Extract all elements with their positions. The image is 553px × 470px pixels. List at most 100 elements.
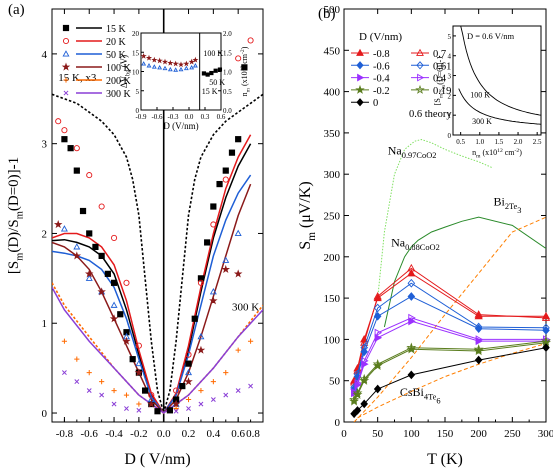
y-tick-label-b: 500 <box>324 4 341 16</box>
data-point-a <box>111 387 117 394</box>
data-point-a <box>166 407 174 414</box>
data-point-a <box>210 397 216 402</box>
data-point-a <box>61 338 68 344</box>
legend-marker-b <box>416 61 424 70</box>
inset-point-a <box>145 54 153 61</box>
data-point-a <box>210 203 217 210</box>
data-point-a <box>228 149 236 156</box>
legend-title-b: D (V/nm) <box>359 31 402 43</box>
series-b-3 <box>350 278 550 392</box>
data-point-a <box>124 406 129 411</box>
inset-y-right-label-a: nm (x1012 cm-2) <box>240 46 251 96</box>
annotation-csbi4te6: CsBi4Te6 <box>400 385 441 405</box>
data-point-a <box>198 401 204 407</box>
reference-curve-b-1 <box>383 216 546 328</box>
x-tick-label-a: 0.2 <box>182 428 196 440</box>
inset-point-a <box>213 68 218 73</box>
inset-point-a <box>141 61 147 66</box>
data-point-a <box>148 392 155 399</box>
data-point-a <box>99 378 105 385</box>
legend-label-b: -0.2 <box>373 86 390 97</box>
inset-label-50k: 50 K <box>209 78 225 87</box>
legend-label-b: -0.4 <box>373 74 390 85</box>
data-point-b <box>373 384 382 394</box>
inset-y-tick-label: 20 <box>132 30 140 38</box>
theory-curve-a-2 <box>52 134 252 415</box>
data-point-a <box>86 370 92 376</box>
data-point-a <box>86 230 93 237</box>
data-point-a <box>248 383 254 389</box>
data-point-a <box>85 274 93 281</box>
y-tick-label-b: 50 <box>329 376 341 388</box>
y-tick-label-a: 0 <box>42 408 48 420</box>
y-axis-label-b: Sm (μV/K) <box>297 181 318 249</box>
data-point-a <box>61 370 67 376</box>
x-axis-label-a: D ( V/nm) <box>124 451 190 468</box>
reference-curve-b-2 <box>353 216 546 422</box>
legend-label-a: 15 K <box>106 24 127 35</box>
y-tick-label-b: 200 <box>324 252 341 264</box>
y-tick-label-b: 300 <box>324 169 341 181</box>
inset-frame-a <box>140 32 222 111</box>
data-point-b <box>542 323 550 333</box>
x-tick-label-a: 0.6 <box>231 428 245 440</box>
data-point-b <box>353 369 362 379</box>
inset-x-tick-label: 0.0 <box>185 113 194 121</box>
x-tick-label-a: 0.0 <box>157 428 171 440</box>
theory-curve-a-4 <box>52 183 252 415</box>
data-point-a <box>204 239 211 246</box>
data-point-a <box>61 127 68 134</box>
inset-point-a <box>161 58 169 65</box>
legend-marker-a <box>62 50 70 57</box>
x-tick-label-b: 100 <box>403 428 420 440</box>
inset-point-a <box>172 60 179 67</box>
series-line-b <box>353 282 547 388</box>
data-point-a <box>247 338 254 344</box>
data-point-b <box>360 343 368 353</box>
data-point-b <box>541 335 551 346</box>
data-point-b <box>373 303 382 313</box>
inset-point-a <box>140 52 147 59</box>
data-point-a <box>104 270 111 277</box>
inset-b-y-tick-label: 3 <box>448 73 452 81</box>
data-point-a <box>86 172 93 179</box>
series-line-b <box>353 342 547 402</box>
data-point-b <box>374 328 383 337</box>
inset-b-label-100k: 100 K <box>470 90 490 99</box>
panel-label-a: (a) <box>8 2 25 18</box>
data-point-a <box>129 356 136 363</box>
inset-b-y-tick-label: 2 <box>448 92 452 100</box>
data-point-a <box>110 301 118 308</box>
inset-point-a <box>167 59 174 66</box>
inset-y-tick-label: 0 <box>136 107 140 115</box>
data-point-a <box>74 379 80 385</box>
data-point-a <box>92 243 99 251</box>
data-point-a <box>173 408 179 414</box>
data-point-b <box>359 373 370 384</box>
series-a-1 <box>55 37 254 399</box>
inset-point-a <box>167 66 173 72</box>
data-point-a <box>61 136 68 143</box>
inset-label-100k: 100 K <box>203 49 223 58</box>
data-point-a <box>222 167 229 174</box>
data-point-a <box>73 243 81 250</box>
data-point-a <box>53 220 63 229</box>
data-point-a <box>136 407 142 413</box>
inset-y-tick-label: 5 <box>136 88 140 96</box>
legend-marker-a <box>62 37 70 45</box>
annotation-300k: 300 K <box>232 301 259 313</box>
data-point-b <box>349 394 360 404</box>
data-point-a <box>233 269 243 278</box>
data-point-b <box>407 268 416 277</box>
legend-label-a: 100 K <box>106 63 132 74</box>
data-point-a <box>109 314 119 323</box>
data-point-a <box>235 388 241 394</box>
data-point-a <box>185 396 192 403</box>
x-tick-label-a: 0.8 <box>246 428 260 440</box>
legend-label-b: -0.8 <box>373 49 390 60</box>
data-point-b <box>475 335 484 344</box>
inset-point-a <box>178 66 184 72</box>
annotation-15k-x3: 15 K, x3 <box>58 72 97 84</box>
